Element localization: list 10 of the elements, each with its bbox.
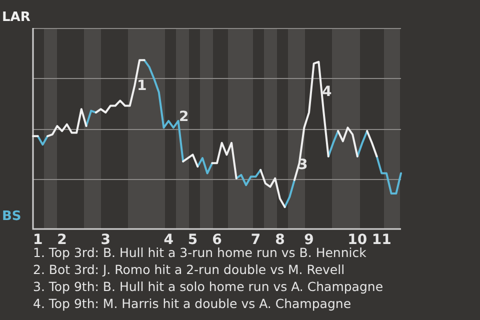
text: 2. Bot 3rd: J. Romo hit a 2-run double vs M. Revell [33, 261, 346, 278]
annotation: 2 [179, 109, 189, 125]
text: 4. Top 9th: M. Harris hit a double vs A. Champagne [33, 295, 352, 312]
annotation: 1 [137, 78, 147, 94]
text: BS [2, 209, 22, 225]
text: 3. Top 9th: B. Hull hit a solo home run vs A. Champagne [33, 278, 384, 295]
annotation: 4 [322, 84, 332, 100]
x-tick-label: 11 [372, 232, 392, 248]
annotation: 3 [298, 157, 308, 173]
text: LAR [2, 10, 30, 26]
